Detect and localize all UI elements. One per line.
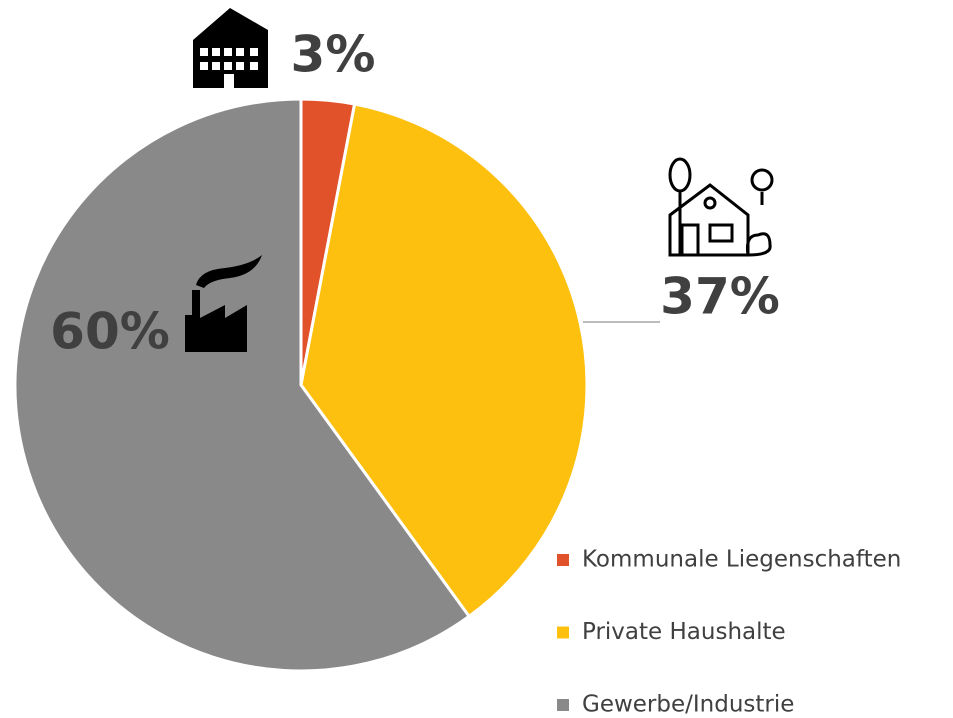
data-label: 37%: [660, 268, 780, 326]
legend-label: Kommunale Liegenschaften: [582, 547, 901, 573]
icon-building: [193, 8, 268, 88]
legend-label: Gewerbe/Industrie: [582, 692, 794, 718]
data-label: 60%: [50, 303, 170, 361]
icon-house: [668, 157, 774, 257]
legend-label: Private Haushalte: [582, 619, 786, 645]
pie-slice: [299, 102, 589, 619]
legend-swatch: [557, 554, 569, 566]
legend-swatch: [557, 699, 569, 711]
legend-swatch: [557, 626, 569, 639]
data-label: 3%: [291, 26, 376, 84]
slices: [13, 97, 589, 673]
icon-factory: [185, 255, 262, 352]
pie-slice: [13, 97, 472, 673]
